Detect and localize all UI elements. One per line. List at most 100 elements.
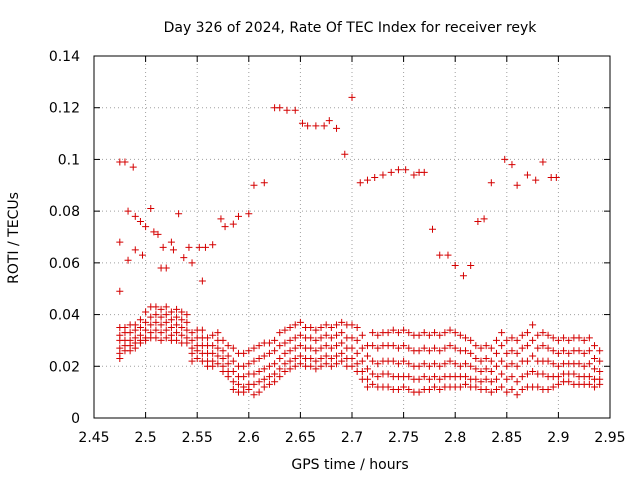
- data-point: [353, 349, 361, 357]
- data-point: [152, 326, 160, 334]
- data-point: [549, 383, 557, 391]
- data-point: [420, 329, 428, 337]
- data-point: [167, 238, 175, 246]
- data-point: [162, 311, 170, 319]
- data-point: [338, 357, 346, 365]
- data-point: [338, 349, 346, 357]
- data-point: [245, 210, 253, 218]
- data-point: [358, 344, 366, 352]
- data-point: [157, 321, 165, 329]
- data-point: [482, 342, 490, 350]
- data-point: [131, 212, 139, 220]
- data-point: [518, 386, 526, 394]
- data-point: [472, 342, 480, 350]
- data-point: [348, 344, 356, 352]
- data-point: [436, 251, 444, 259]
- data-point: [384, 383, 392, 391]
- data-point: [307, 334, 315, 342]
- data-point: [425, 386, 433, 394]
- data-point: [358, 367, 366, 375]
- data-point: [131, 344, 139, 352]
- data-point: [178, 331, 186, 339]
- data-point: [534, 383, 542, 391]
- data-point: [552, 174, 560, 182]
- data-point: [291, 344, 299, 352]
- data-point: [276, 373, 284, 381]
- data-point: [341, 150, 349, 158]
- data-point: [575, 334, 583, 342]
- data-point: [209, 349, 217, 357]
- data-point: [250, 344, 258, 352]
- data-point: [503, 375, 511, 383]
- data-point: [265, 380, 273, 388]
- data-point: [173, 313, 181, 321]
- data-point: [441, 344, 449, 352]
- data-point: [276, 342, 284, 350]
- y-tick-label: 0.14: [49, 49, 80, 65]
- data-point: [394, 329, 402, 337]
- data-point: [591, 342, 599, 350]
- y-tick-label: 0.1: [58, 152, 80, 168]
- data-point: [498, 357, 506, 365]
- data-point: [580, 362, 588, 370]
- data-point: [451, 329, 459, 337]
- data-point: [436, 331, 444, 339]
- data-point: [456, 383, 464, 391]
- data-point: [467, 349, 475, 357]
- data-point: [322, 360, 330, 368]
- data-point: [539, 370, 547, 378]
- data-point: [523, 329, 531, 337]
- data-point: [498, 329, 506, 337]
- data-point: [565, 378, 573, 386]
- x-tick-label: 2.65: [285, 430, 316, 446]
- data-point: [560, 334, 568, 342]
- x-tick-label: 2.75: [388, 430, 419, 446]
- data-point: [327, 355, 335, 363]
- data-point: [147, 321, 155, 329]
- data-point: [255, 378, 263, 386]
- data-point: [136, 316, 144, 324]
- data-point: [281, 349, 289, 357]
- data-point: [229, 344, 237, 352]
- data-point: [198, 326, 206, 334]
- data-point: [312, 122, 320, 130]
- data-point: [162, 318, 170, 326]
- data-point: [322, 321, 330, 329]
- data-point: [333, 331, 341, 339]
- data-point: [234, 212, 242, 220]
- data-point: [296, 352, 304, 360]
- data-point: [317, 344, 325, 352]
- data-point: [363, 352, 371, 360]
- data-point: [549, 347, 557, 355]
- data-point: [159, 243, 167, 251]
- data-point: [503, 349, 511, 357]
- data-point: [480, 215, 488, 223]
- data-point: [420, 168, 428, 176]
- data-point: [575, 347, 583, 355]
- data-point: [250, 370, 258, 378]
- data-point: [560, 347, 568, 355]
- data-point: [363, 383, 371, 391]
- data-point: [260, 352, 268, 360]
- data-point: [136, 324, 144, 331]
- data-point: [193, 347, 201, 355]
- data-point: [487, 367, 495, 375]
- data-point: [214, 352, 222, 360]
- data-point: [265, 339, 273, 347]
- data-point: [240, 349, 248, 357]
- data-points: [116, 93, 604, 399]
- data-point: [492, 349, 500, 357]
- data-point: [296, 331, 304, 339]
- data-point: [363, 365, 371, 373]
- data-point: [333, 342, 341, 350]
- data-point: [591, 355, 599, 363]
- data-point: [369, 370, 377, 378]
- data-point: [240, 362, 248, 370]
- data-point: [195, 243, 203, 251]
- data-point: [162, 303, 170, 311]
- y-tick-label: 0: [71, 411, 80, 427]
- data-point: [436, 386, 444, 394]
- data-point: [185, 243, 193, 251]
- y-axis-title: ROTI / TECUs: [6, 192, 22, 284]
- data-point: [162, 334, 170, 342]
